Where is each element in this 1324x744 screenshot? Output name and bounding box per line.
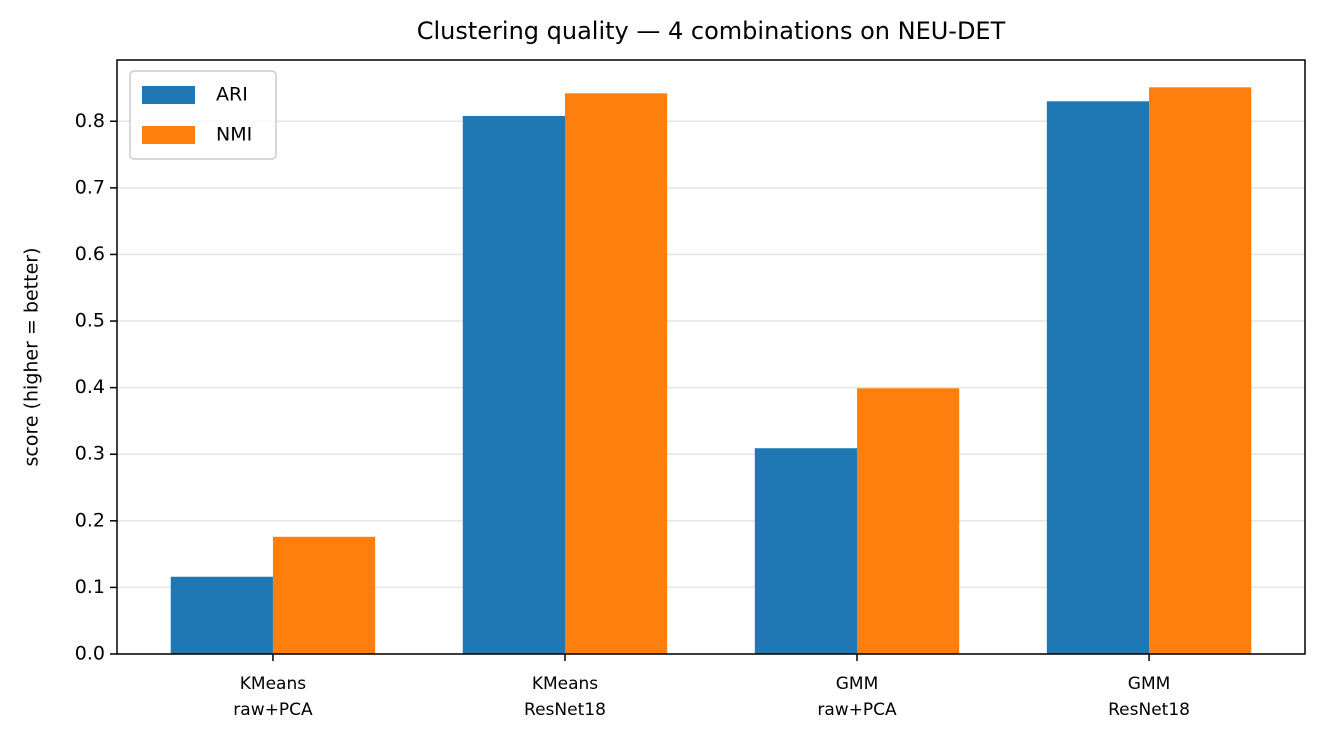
x-tick-label: raw+PCA [233, 700, 313, 720]
x-tick-label: GMM [1128, 674, 1171, 694]
y-axis-label: score (higher = better) [21, 248, 43, 467]
legend-swatch [142, 126, 195, 144]
x-tick-label: ResNet18 [524, 700, 606, 720]
y-tick-label: 0.7 [75, 176, 105, 198]
bar [857, 388, 960, 654]
x-tick-label: KMeans [240, 674, 306, 694]
bar [754, 448, 858, 654]
x-tick-label: ResNet18 [1108, 700, 1190, 720]
legend-label: ARI [216, 84, 248, 106]
x-tick-label: KMeans [532, 674, 598, 694]
bar [272, 536, 376, 654]
y-tick-label: 0.0 [75, 643, 105, 665]
y-tick-label: 0.4 [75, 376, 105, 398]
bar [564, 93, 668, 655]
chart-title: Clustering quality — 4 combinations on N… [417, 17, 1006, 45]
y-tick-label: 0.1 [75, 576, 105, 598]
legend-swatch [142, 86, 195, 104]
bar [1149, 87, 1252, 655]
legend-label: NMI [216, 124, 252, 146]
y-tick-label: 0.5 [75, 310, 105, 332]
y-tick-label: 0.2 [75, 509, 105, 531]
x-tick-label: GMM [836, 674, 879, 694]
y-tick-label: 0.6 [75, 243, 105, 265]
legend-box [129, 70, 277, 160]
plot-frame [116, 59, 1306, 655]
bar [462, 115, 565, 655]
bar [1046, 101, 1150, 655]
x-tick-label: raw+PCA [817, 700, 897, 720]
y-tick-label: 0.3 [75, 443, 105, 465]
bar [170, 576, 273, 654]
y-tick-label: 0.8 [75, 110, 105, 132]
